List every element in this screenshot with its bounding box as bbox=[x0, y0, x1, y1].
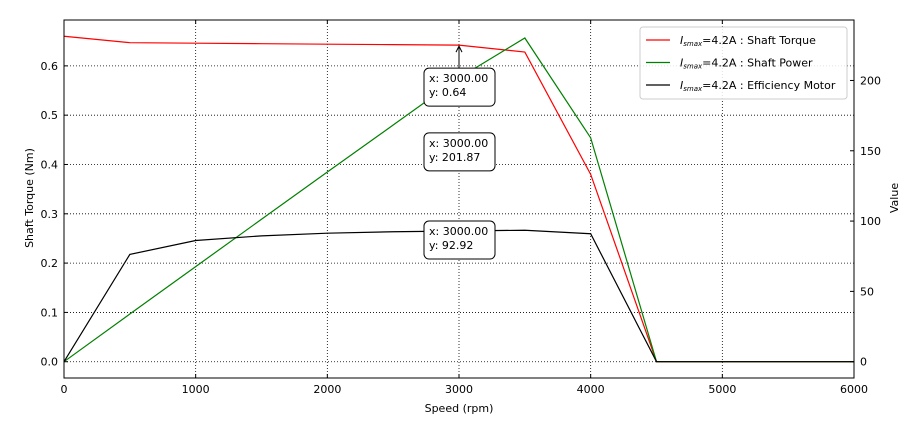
annotation-x: x: 3000.00 bbox=[429, 72, 488, 85]
annotation-x: x: 3000.00 bbox=[429, 137, 488, 150]
legend: Ismax=4.2A : Shaft Torque Ismax=4.2A : Sh… bbox=[639, 26, 848, 100]
y-tick-label-right: 0 bbox=[860, 356, 867, 369]
x-tick-label: 3000 bbox=[445, 383, 473, 396]
x-axis-label: Speed (rpm) bbox=[425, 402, 494, 415]
axes: 0 1000 2000 3000 4000 5000 60000.00.10.20.30.4… bbox=[41, 19, 881, 396]
y-axis-label-right: Value bbox=[888, 183, 901, 213]
y-tick-label-left: 0.1 bbox=[41, 306, 59, 319]
x-tick-label: 1000 bbox=[182, 383, 210, 396]
y-tick-label-right: 150 bbox=[860, 145, 881, 158]
y-tick-label-right: 50 bbox=[860, 285, 874, 298]
y-tick-label-left: 0.5 bbox=[41, 109, 59, 122]
annotation-x: x: 3000.00 bbox=[429, 225, 488, 238]
y-axis-label-left: Shaft Torque (Nm) bbox=[23, 148, 36, 248]
annotation-box bbox=[423, 67, 496, 107]
y-tick-label-left: 0.0 bbox=[41, 356, 59, 369]
x-tick-label: 0 bbox=[61, 383, 68, 396]
annotation-box bbox=[423, 132, 496, 172]
x-tick-label: 6000 bbox=[840, 383, 868, 396]
annotation-y: y: 201.87 bbox=[429, 151, 480, 164]
annotation-1: x: 3000.00y: 201.87 bbox=[423, 132, 496, 172]
x-tick-label: 5000 bbox=[708, 383, 736, 396]
annotation-box bbox=[423, 220, 496, 260]
annotation-2: x: 3000.00y: 92.92 bbox=[423, 220, 496, 260]
annotations: x: 3000.00y: 0.64x: 3000.00y: 201.87x: 3… bbox=[423, 45, 496, 260]
x-tick-label: 4000 bbox=[577, 383, 605, 396]
legend-label: Ismax=4.2A : Shaft Power bbox=[680, 57, 813, 71]
legend-label: Ismax=4.2A : Efficiency Motor bbox=[680, 79, 836, 93]
annotation-0: x: 3000.00y: 0.64 bbox=[423, 45, 496, 107]
y-tick-label-left: 0.3 bbox=[41, 208, 59, 221]
legend-label: Ismax=4.2A : Shaft Torque bbox=[680, 34, 816, 48]
plot-frame bbox=[63, 19, 855, 379]
annotation-y: y: 0.64 bbox=[429, 86, 466, 99]
y-tick-label-right: 100 bbox=[860, 215, 881, 228]
y-tick-label-left: 0.4 bbox=[41, 158, 59, 171]
y-tick-label-right: 200 bbox=[860, 74, 881, 87]
annotation-y: y: 92.92 bbox=[429, 239, 473, 252]
arrow-head-icon bbox=[455, 45, 463, 53]
y-tick-label-left: 0.6 bbox=[41, 60, 59, 73]
y-tick-label-left: 0.2 bbox=[41, 257, 59, 270]
x-tick-label: 2000 bbox=[313, 383, 341, 396]
legend-box bbox=[639, 26, 848, 100]
